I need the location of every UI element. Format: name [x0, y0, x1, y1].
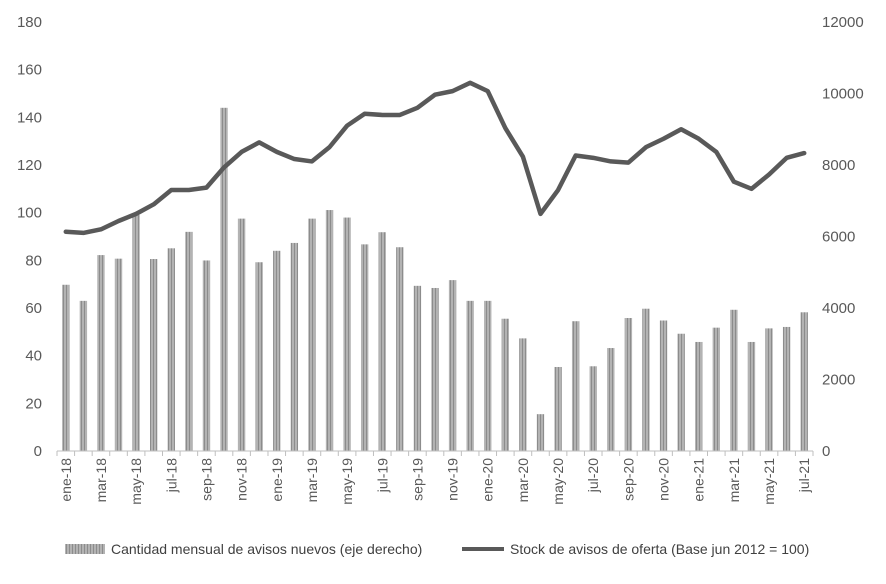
right-y-tick-label: 6000: [822, 229, 855, 246]
x-tick-label: may-21: [761, 458, 777, 505]
stock-line: [63, 80, 807, 236]
left-y-tick-label: 140: [17, 109, 42, 126]
x-tick-label: mar-21: [726, 458, 742, 503]
bar-jul-21: [800, 312, 808, 451]
right-y-tick-label: 8000: [822, 157, 855, 174]
bar-jun-21: [782, 326, 791, 451]
bar-ene-21: [695, 341, 703, 451]
x-tick-label: may-19: [339, 458, 355, 505]
x-tick-label: nov-20: [656, 458, 672, 501]
x-tick-label: mar-19: [304, 458, 320, 503]
x-tick-label: ene-21: [691, 458, 707, 502]
bar-mar-20: [519, 338, 527, 451]
right-y-tick-label: 2000: [822, 372, 855, 389]
x-tick-label: ene-18: [58, 458, 74, 502]
bar-ene-20: [484, 300, 492, 451]
bar-nov-19: [448, 280, 457, 451]
right-y-tick-label: 12000: [822, 14, 864, 31]
left-y-tick-label: 120: [17, 157, 42, 174]
bar-feb-18: [79, 300, 88, 451]
left-y-tick-label: 0: [34, 443, 42, 460]
bar-dic-19: [466, 300, 474, 451]
bar-jun-20: [571, 321, 580, 451]
bar-abr-18: [114, 258, 123, 451]
bar-nov-20: [659, 320, 668, 451]
bar-may-21: [765, 328, 773, 451]
bar-oct-18: [220, 107, 228, 452]
left-y-tick-label: 160: [17, 62, 42, 79]
bar-dic-18: [255, 262, 263, 451]
left-y-axis: 0 20 40 60 80 100 120 140 160 180: [17, 14, 42, 460]
left-y-tick-label: 40: [25, 348, 42, 365]
legend: Cantidad mensual de avisos nuevos (eje d…: [65, 541, 809, 557]
bar-dic-20: [677, 333, 685, 451]
left-y-tick-label: 60: [25, 300, 42, 317]
bar-jul-18: [167, 248, 175, 451]
bar-ene-19: [273, 250, 281, 451]
right-y-tick-label: 10000: [822, 86, 864, 103]
bar-sep-20: [624, 318, 633, 451]
bar-mar-21: [730, 309, 738, 451]
x-tick-label: sep-20: [620, 458, 636, 501]
bar-ago-18: [185, 231, 193, 451]
x-tick-label: mar-20: [515, 458, 531, 503]
x-tick-label: jul-18: [163, 458, 179, 493]
x-tick-label: may-18: [128, 458, 144, 505]
left-y-tick-label: 20: [25, 395, 42, 412]
legend-bar-label: Cantidad mensual de avisos nuevos (eje d…: [111, 541, 422, 557]
bar-mar-19: [308, 218, 316, 451]
right-y-axis: 0 2000 4000 6000 8000 10000 12000: [822, 14, 864, 460]
left-y-tick-label: 80: [25, 252, 42, 269]
bar-mar-18: [97, 255, 105, 451]
x-tick-label: sep-19: [409, 458, 425, 501]
bar-ago-20: [607, 348, 615, 451]
x-tick-label: jul-20: [585, 458, 601, 493]
left-y-tick-label: 180: [17, 14, 42, 31]
x-tick-label: mar-18: [93, 458, 109, 503]
bar-abr-19: [325, 210, 334, 451]
bar-jul-20: [589, 366, 597, 451]
bar-abr-21: [747, 341, 756, 451]
x-tick-label: ene-19: [269, 458, 285, 502]
bar-nov-18: [237, 218, 246, 451]
legend-line-label: Stock de avisos de oferta (Base jun 2012…: [510, 541, 809, 557]
bar-jun-18: [150, 259, 158, 451]
line-series: [63, 80, 807, 236]
bar-ago-19: [396, 247, 404, 451]
bar-ene-18: [62, 284, 70, 451]
legend-bar-swatch: [65, 544, 105, 554]
right-y-tick-label: 0: [822, 443, 830, 460]
bar-abr-20: [536, 414, 545, 451]
x-tick-label: nov-18: [234, 458, 250, 501]
bar-jun-19: [360, 244, 369, 451]
x-tick-label: jul-19: [374, 458, 390, 493]
bar-may-20: [554, 366, 562, 451]
x-tick-label: nov-19: [445, 458, 461, 501]
bar-oct-19: [431, 287, 439, 451]
x-tick-label: may-20: [550, 458, 566, 505]
bar-may-19: [343, 217, 351, 451]
x-tick-label: jul-21: [796, 458, 812, 493]
bar-may-18: [132, 215, 140, 451]
x-tick-label: ene-20: [480, 458, 496, 502]
bar-feb-20: [501, 318, 510, 451]
bar-jul-19: [378, 232, 386, 451]
bar-oct-20: [642, 308, 650, 451]
bar-sep-19: [413, 285, 422, 451]
x-tick-label: sep-18: [198, 458, 214, 501]
bar-feb-21: [712, 327, 720, 451]
x-axis: ene-18 mar-18 may-18 jul-18 sep-18 nov-18 ene-…: [56, 451, 814, 505]
right-y-tick-label: 4000: [822, 300, 855, 317]
bar-series: [62, 107, 808, 452]
bar-feb-19: [290, 242, 299, 451]
left-y-tick-label: 100: [17, 205, 42, 222]
bar-sep-18: [202, 260, 211, 451]
